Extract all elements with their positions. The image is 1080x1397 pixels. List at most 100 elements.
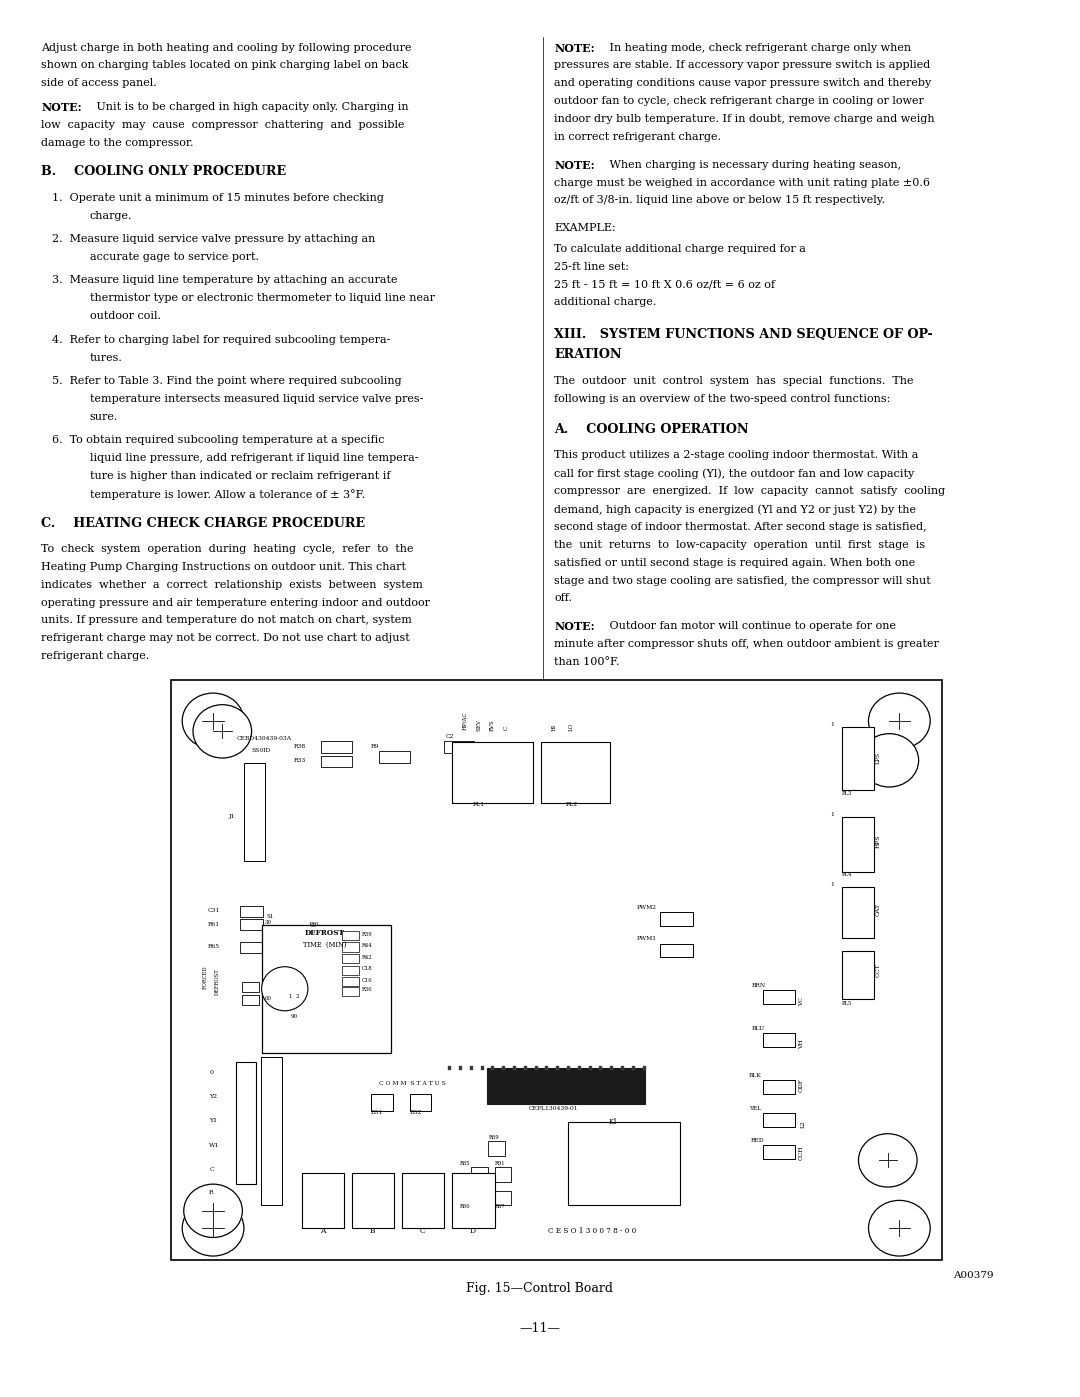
Bar [762,1032,795,1046]
Bar [599,1066,603,1070]
Text: To  check  system  operation  during  heating  cycle,  refer  to  the: To check system operation during heating… [41,543,414,555]
Bar [409,1094,431,1111]
Text: L2: L2 [800,1120,806,1127]
Bar [342,943,359,951]
Text: thermistor type or electronic thermometer to liquid line near: thermistor type or electronic thermomete… [90,293,434,303]
Text: DEFROST: DEFROST [215,968,219,995]
Text: PL2: PL2 [566,802,578,806]
Text: 25-ft line set:: 25-ft line set: [554,261,629,271]
Text: HI: HI [552,724,556,732]
Text: 30: 30 [265,921,272,925]
Text: 1: 1 [829,722,834,726]
Text: D51: D51 [372,1111,383,1115]
Text: off.: off. [554,594,572,604]
Bar [342,965,359,975]
Text: stage and two stage cooling are satisfied, the compressor will shut: stage and two stage cooling are satisfie… [554,576,931,585]
Text: R87: R87 [495,1204,505,1208]
Bar [545,1066,549,1070]
Text: units. If pressure and temperature do not match on chart, system: units. If pressure and temperature do no… [41,616,411,626]
Bar [841,951,874,999]
Text: ODF: ODF [799,1078,805,1092]
Bar [240,943,264,953]
Text: SS0ID: SS0ID [252,747,271,753]
Bar [342,977,359,986]
Text: OAT: OAT [876,902,881,915]
Bar [487,1067,645,1104]
Text: D: D [470,1227,476,1235]
Text: R85: R85 [460,1161,471,1165]
Text: SEV: SEV [476,719,481,732]
Text: R38: R38 [294,743,306,749]
Text: C.    HEATING CHECK CHARGE PROCEDURE: C. HEATING CHECK CHARGE PROCEDURE [41,517,365,529]
Bar [513,1066,516,1070]
Text: Unit is to be charged in high capacity only. Charging in: Unit is to be charged in high capacity o… [93,102,408,112]
Text: 6.  To obtain required subcooling temperature at a specific: 6. To obtain required subcooling tempera… [52,436,384,446]
Text: PL3: PL3 [841,791,852,796]
Text: Outdoor fan motor will continue to operate for one: Outdoor fan motor will continue to opera… [606,622,896,631]
Text: 90: 90 [291,1014,297,1020]
Text: C2: C2 [446,735,455,739]
Text: 1: 1 [829,812,834,817]
Text: low  capacity  may  cause  compressor  chattering  and  possible: low capacity may cause compressor chatte… [41,120,405,130]
Text: outdoor coil.: outdoor coil. [90,312,161,321]
Text: The  outdoor  unit  control  system  has  special  functions.  The: The outdoor unit control system has spec… [554,376,914,386]
Text: pressures are stable. If accessory vapor pressure switch is applied: pressures are stable. If accessory vapor… [554,60,930,70]
Text: VC: VC [799,997,805,1006]
Bar [379,752,409,763]
Bar [643,1066,646,1070]
Ellipse shape [193,704,252,759]
Bar [762,1146,795,1160]
Text: EXAMPLE:: EXAMPLE: [554,224,616,233]
Bar [372,1094,393,1111]
Text: To calculate additional charge required for a: To calculate additional charge required … [554,243,806,254]
Text: call for first stage cooling (Yl), the outdoor fan and low capacity: call for first stage cooling (Yl), the o… [554,468,915,479]
Text: shown on charging tables located on pink charging label on back: shown on charging tables located on pink… [41,60,408,70]
Text: the  unit  returns  to  low-capacity  operation  until  first  stage  is: the unit returns to low-capacity operati… [554,539,926,550]
Text: NOTE:: NOTE: [554,159,595,170]
Bar [621,1066,624,1070]
Text: R44: R44 [362,943,373,949]
Bar [321,756,352,767]
Text: R9: R9 [372,743,379,749]
Bar [660,943,692,957]
Text: and operating conditions cause vapor pressure switch and thereby: and operating conditions cause vapor pre… [554,78,931,88]
Text: A00379: A00379 [953,1271,994,1280]
Text: A.    COOLING OPERATION: A. COOLING OPERATION [554,423,748,436]
Bar [453,742,534,803]
Text: BRN: BRN [752,982,766,988]
Text: demand, high capacity is energized (Yl and Y2 or just Y2) by the: demand, high capacity is energized (Yl a… [554,504,916,514]
Bar [502,1066,505,1070]
Text: A: A [320,1227,325,1235]
Text: Fig. 15—Control Board: Fig. 15—Control Board [467,1282,613,1295]
Text: oz/ft of 3/8-in. liquid line above or below 15 ft respectively.: oz/ft of 3/8-in. liquid line above or be… [554,196,885,205]
Bar [491,1066,495,1070]
Bar [589,1066,592,1070]
Text: LO: LO [568,724,573,732]
Text: S1: S1 [267,914,273,919]
Text: CEBD430439-03A: CEBD430439-03A [237,736,292,742]
Bar [495,1168,512,1182]
Bar [261,1058,282,1206]
Bar [448,1066,451,1070]
Text: satisfied or until second stage is required again. When both one: satisfied or until second stage is requi… [554,557,915,567]
Text: operating pressure and air temperature entering indoor and outdoor: operating pressure and air temperature e… [41,598,430,608]
Ellipse shape [183,1200,244,1256]
Text: side of access panel.: side of access panel. [41,78,157,88]
Text: R39: R39 [362,932,373,936]
Bar [762,1080,795,1094]
Text: —11—: —11— [519,1322,561,1334]
Bar [568,1122,679,1206]
Text: This product utilizes a 2-stage cooling indoor thermostat. With a: This product utilizes a 2-stage cooling … [554,450,918,461]
Bar [453,1173,495,1228]
Text: accurate gage to service port.: accurate gage to service port. [90,251,258,261]
Bar [171,680,942,1260]
Bar [541,742,610,803]
Text: R33: R33 [294,759,307,763]
Bar [610,1066,613,1070]
Text: 1: 1 [829,883,834,887]
Text: 1.  Operate unit a minimum of 15 minutes before checking: 1. Operate unit a minimum of 15 minutes … [52,193,383,203]
Text: PWM1: PWM1 [637,936,658,942]
Text: B.    COOLING ONLY PROCEDURE: B. COOLING ONLY PROCEDURE [41,165,286,179]
Text: R36: R36 [362,988,373,992]
Text: C E S O 1 3 0 0 7 8 - 0 0: C E S O 1 3 0 0 7 8 - 0 0 [549,1227,637,1235]
